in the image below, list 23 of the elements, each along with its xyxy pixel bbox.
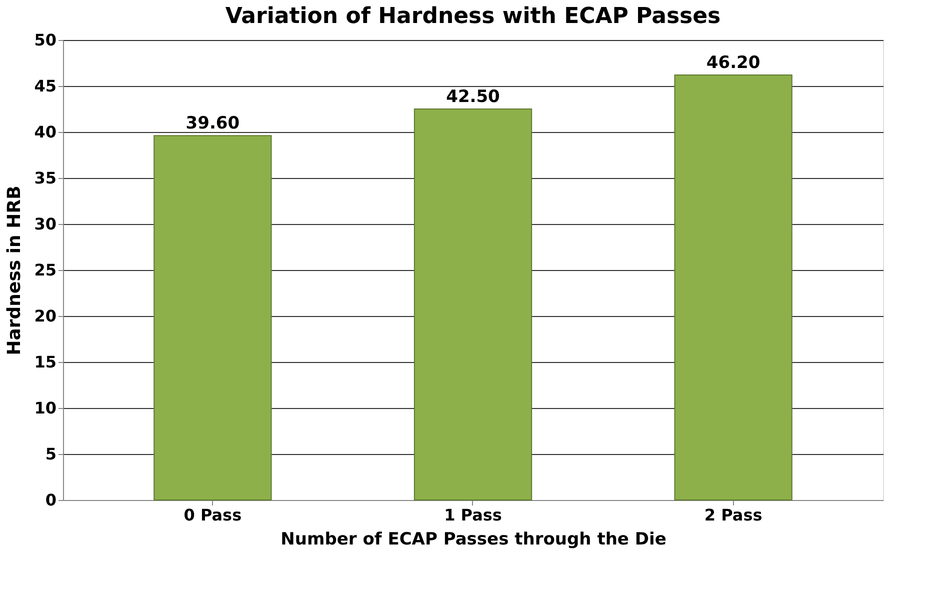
- bar: [154, 135, 272, 500]
- y-tick-label: 5: [45, 444, 56, 464]
- y-tick-label: 15: [34, 352, 56, 372]
- chart-title: Variation of Hardness with ECAP Passes: [225, 4, 721, 29]
- x-tick-label: 1 Pass: [444, 506, 502, 524]
- x-axis-title: Number of ECAP Passes through the Die: [280, 530, 666, 550]
- y-tick-label: 0: [45, 490, 56, 510]
- y-axis-title: Hardness in HRB: [4, 186, 26, 356]
- data-label: 39.60: [186, 114, 240, 134]
- data-label: 46.20: [706, 52, 760, 73]
- x-tick-label: 0 Pass: [184, 506, 242, 524]
- y-tick-label: 20: [34, 306, 56, 326]
- bar: [414, 108, 532, 500]
- y-tick-label: 35: [34, 168, 56, 188]
- y-tick-label: 10: [34, 398, 56, 418]
- y-tick-label: 45: [34, 76, 56, 96]
- data-label: 42.50: [446, 87, 500, 107]
- x-tick-label: 2 Pass: [704, 506, 762, 524]
- bar: [674, 74, 792, 500]
- y-tick-label: 25: [34, 260, 56, 280]
- y-tick-label: 40: [34, 122, 56, 142]
- y-tick-label: 50: [34, 30, 56, 50]
- y-tick-label: 30: [34, 214, 56, 234]
